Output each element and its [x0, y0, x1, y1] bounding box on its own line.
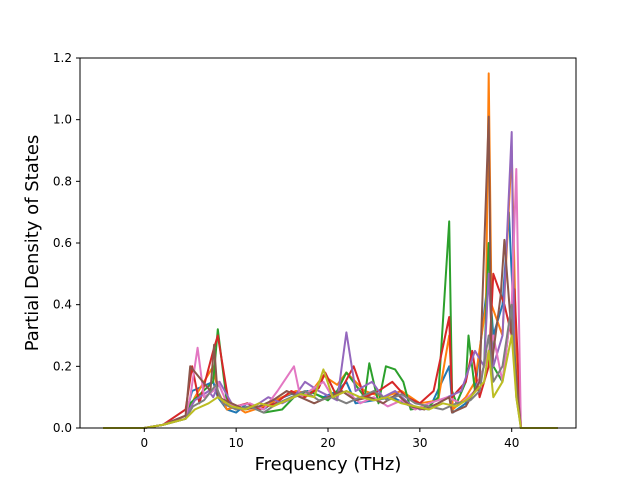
- y-tick-label: 0.4: [53, 298, 72, 312]
- x-tick-label: 20: [320, 436, 335, 450]
- y-axis-label: Partial Density of States: [22, 135, 43, 352]
- x-tick-label: 40: [504, 436, 519, 450]
- y-tick-label: 1.2: [53, 51, 72, 65]
- pdos-series-line-5: [103, 131, 558, 429]
- pdos-series-line-6: [103, 168, 558, 429]
- plot-frame: [79, 57, 577, 429]
- y-tick-label: 0.0: [53, 421, 72, 435]
- y-tick-label: 0.2: [53, 359, 72, 373]
- y-axis-ticks: 0.0 0.2 0.4 0.6 0.8 1.0 1.2: [53, 51, 80, 435]
- pdos-series-line-9: [103, 334, 558, 429]
- x-tick-label: 10: [229, 436, 244, 450]
- pdos-series-line-8: [103, 303, 558, 429]
- y-tick-label: 0.8: [53, 174, 72, 188]
- y-tick-label: 1.0: [53, 113, 72, 127]
- series-layer: [103, 72, 558, 429]
- x-axis-label: Frequency (THz): [255, 454, 402, 475]
- x-tick-label: 0: [140, 436, 148, 450]
- x-axis-ticks: 0 10 20 30 40: [140, 428, 519, 450]
- y-tick-label: 0.6: [53, 236, 72, 250]
- x-tick-label: 30: [412, 436, 427, 450]
